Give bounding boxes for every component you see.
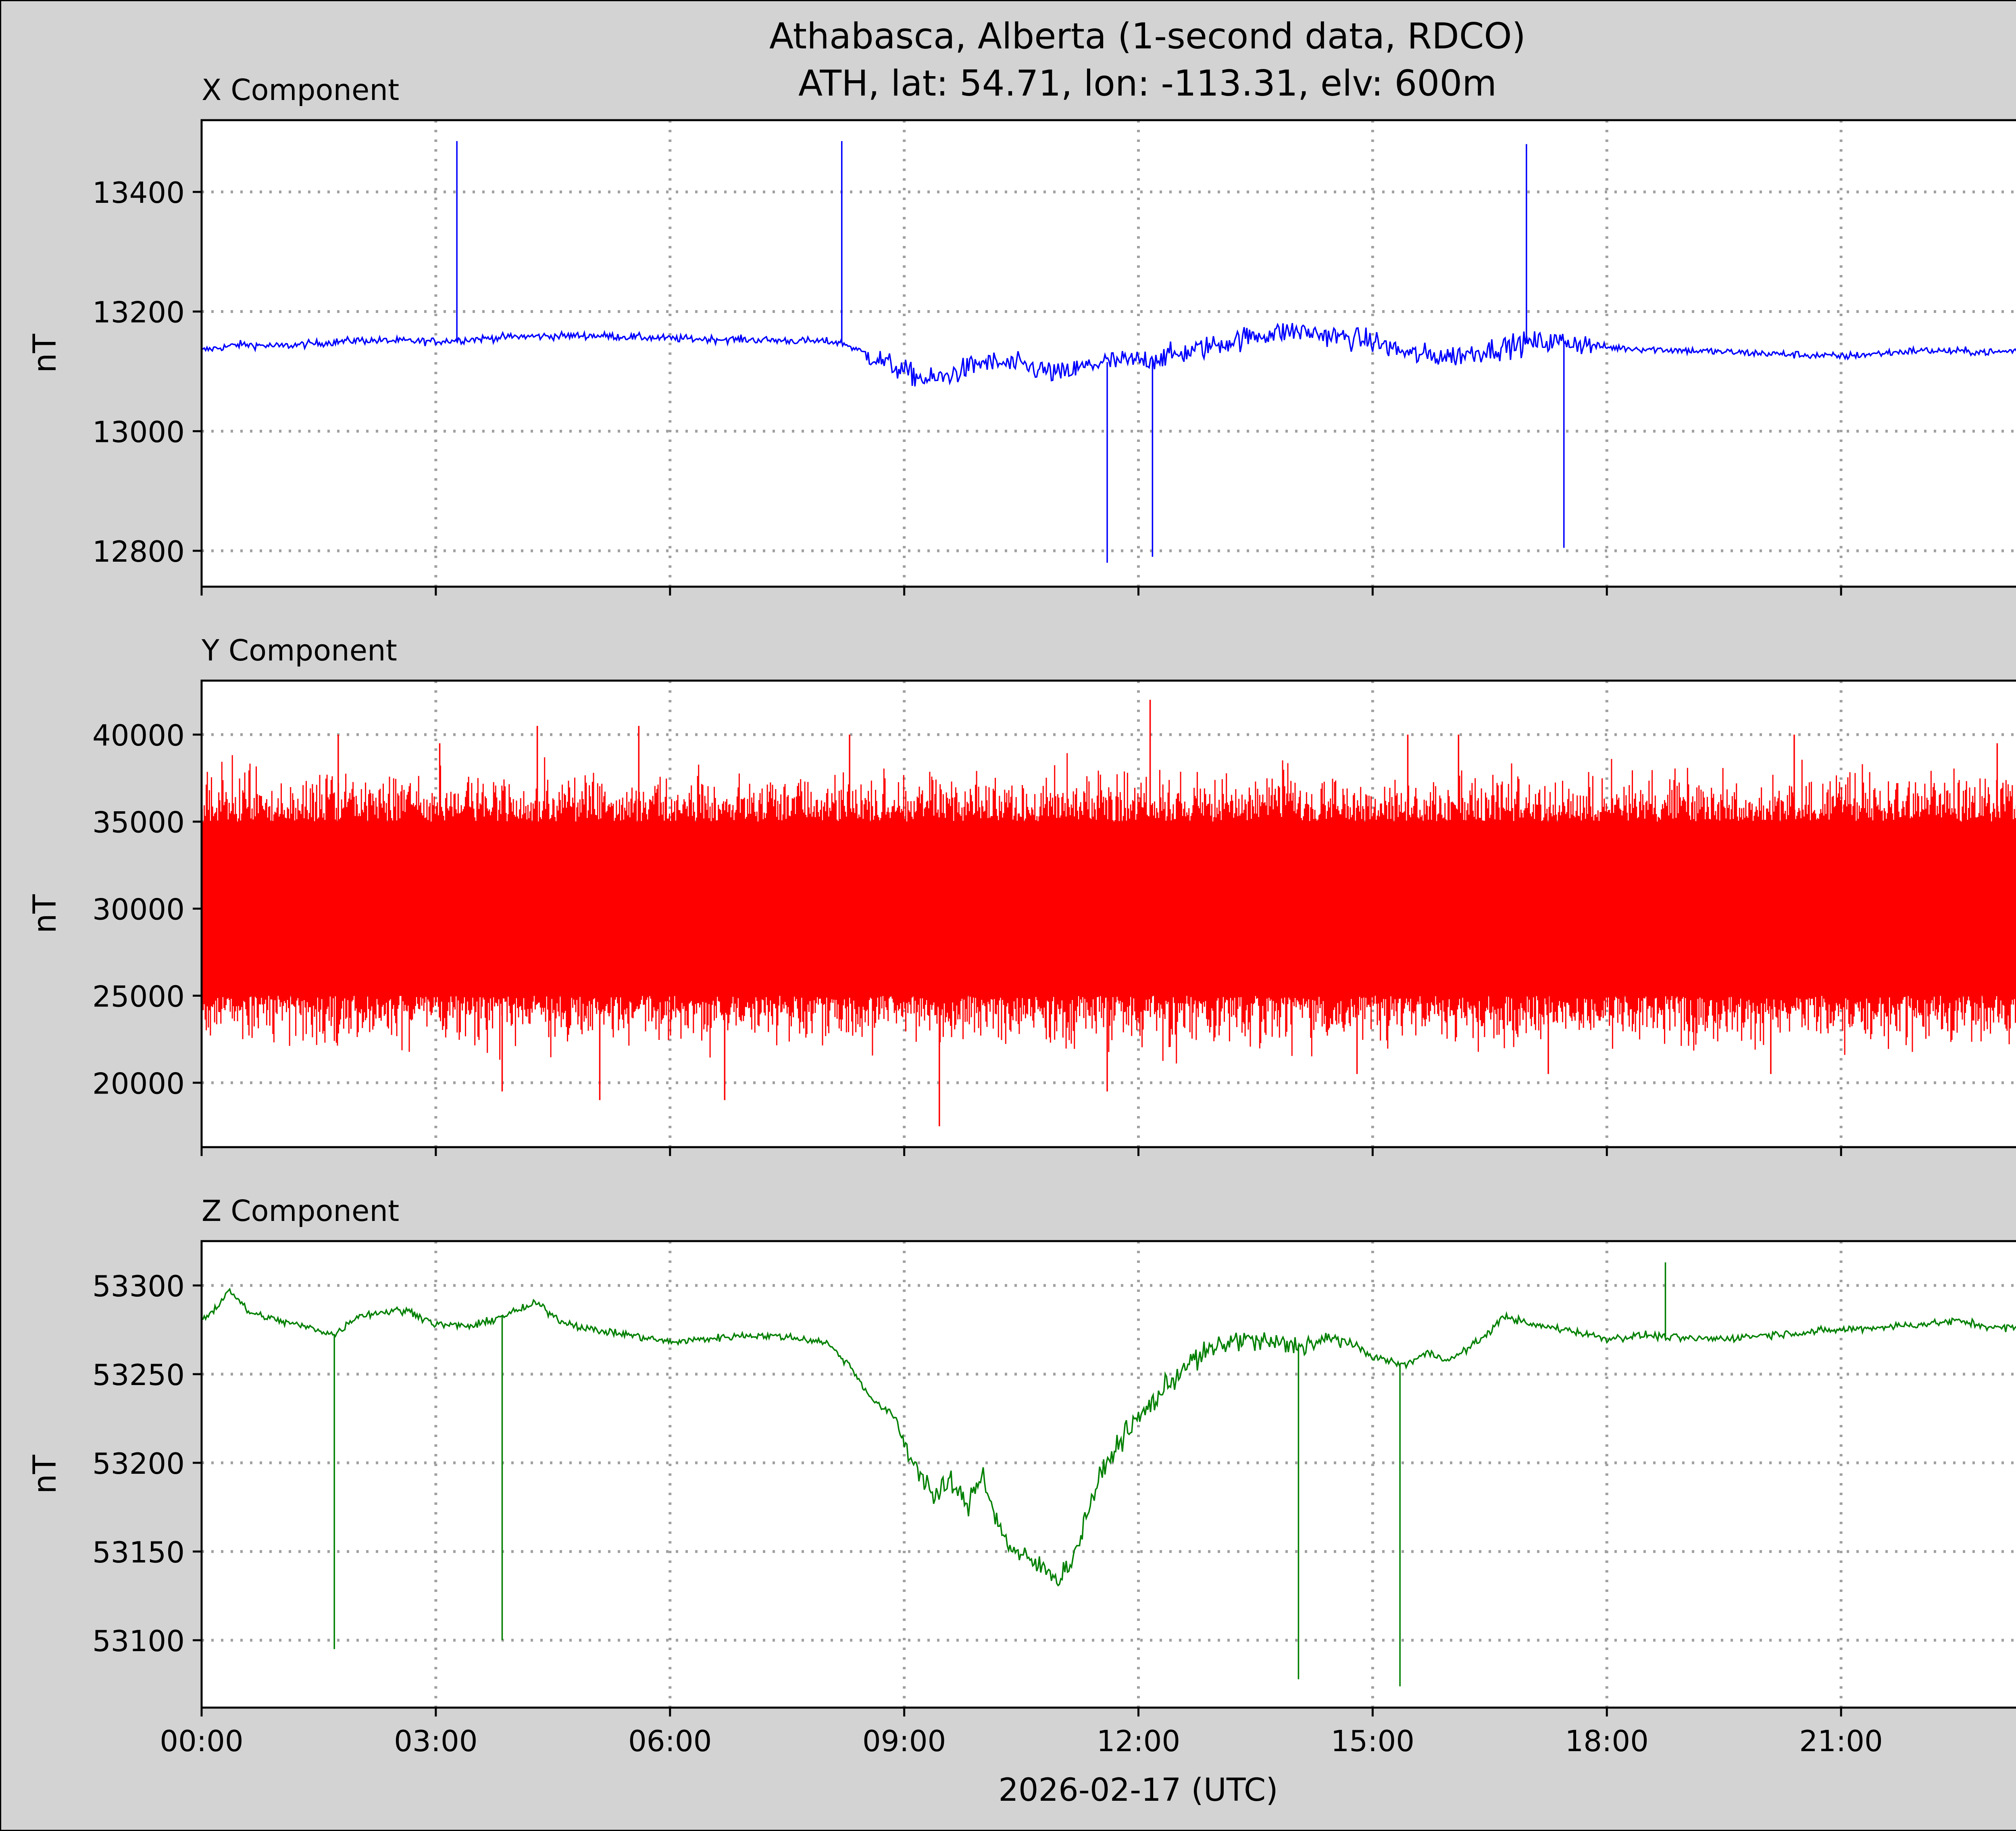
series-y-component xyxy=(202,700,2016,1127)
y-tick-label: 35000 xyxy=(92,806,185,839)
y-axis-label: nT xyxy=(27,1455,63,1494)
series-line xyxy=(202,1287,2016,1587)
y-tick-label: 13000 xyxy=(92,415,185,449)
panel-title: X Component xyxy=(202,73,399,107)
series-line xyxy=(202,323,2016,387)
figure-title-line2: ATH, lat: 54.71, lon: -113.31, elv: 600m xyxy=(798,62,1497,104)
panel-x-component: 12800 13000 13200 13400 X Component nT xyxy=(27,73,2016,596)
figure-title-line1: Athabasca, Alberta (1-second data, RDCO) xyxy=(769,15,1526,57)
y-tick-label: 53100 xyxy=(92,1624,185,1658)
x-tick-label: 18:00 xyxy=(1565,1724,1649,1758)
x-tick-label: 00:00 xyxy=(160,1724,244,1758)
panel-y-component: 20000 25000 30000 35000 40000 Y Component nT xyxy=(27,633,2016,1156)
series-z-component xyxy=(202,1262,2016,1687)
y-axis-label: nT xyxy=(27,334,63,373)
y-tick-label: 30000 xyxy=(92,893,185,927)
x-tick-label: 15:00 xyxy=(1331,1724,1415,1758)
y-tick-label: 53150 xyxy=(92,1535,185,1569)
plot-area xyxy=(202,1241,2016,1708)
y-tick-label: 40000 xyxy=(92,719,185,752)
x-axis-label: 2026-02-17 (UTC) xyxy=(998,1772,1278,1808)
series-x-component xyxy=(202,141,2016,563)
panel-title: Z Component xyxy=(202,1194,399,1228)
panel-z-component: 53100 53150 53200 53250 53300 00:00 03:00 06:00… xyxy=(27,1194,2016,1758)
panel-title: Y Component xyxy=(201,633,397,667)
x-tick-label: 03:00 xyxy=(394,1724,478,1758)
y-tick-label: 13200 xyxy=(92,296,185,329)
y-axis-label: nT xyxy=(27,894,63,933)
y-tick-label: 25000 xyxy=(92,979,185,1013)
y-tick-label: 53200 xyxy=(92,1447,185,1481)
y-tick-label: 53300 xyxy=(92,1269,185,1303)
x-tick-label: 09:00 xyxy=(862,1724,946,1758)
x-tick-label: 21:00 xyxy=(1799,1724,1883,1758)
y-tick-label: 53250 xyxy=(92,1358,185,1392)
y-tick-label: 12800 xyxy=(92,535,185,569)
y-tick-label: 20000 xyxy=(92,1067,185,1100)
y-tick-label: 13400 xyxy=(92,176,185,210)
x-tick-label: 12:00 xyxy=(1097,1724,1181,1758)
x-tick-label: 06:00 xyxy=(628,1724,712,1758)
